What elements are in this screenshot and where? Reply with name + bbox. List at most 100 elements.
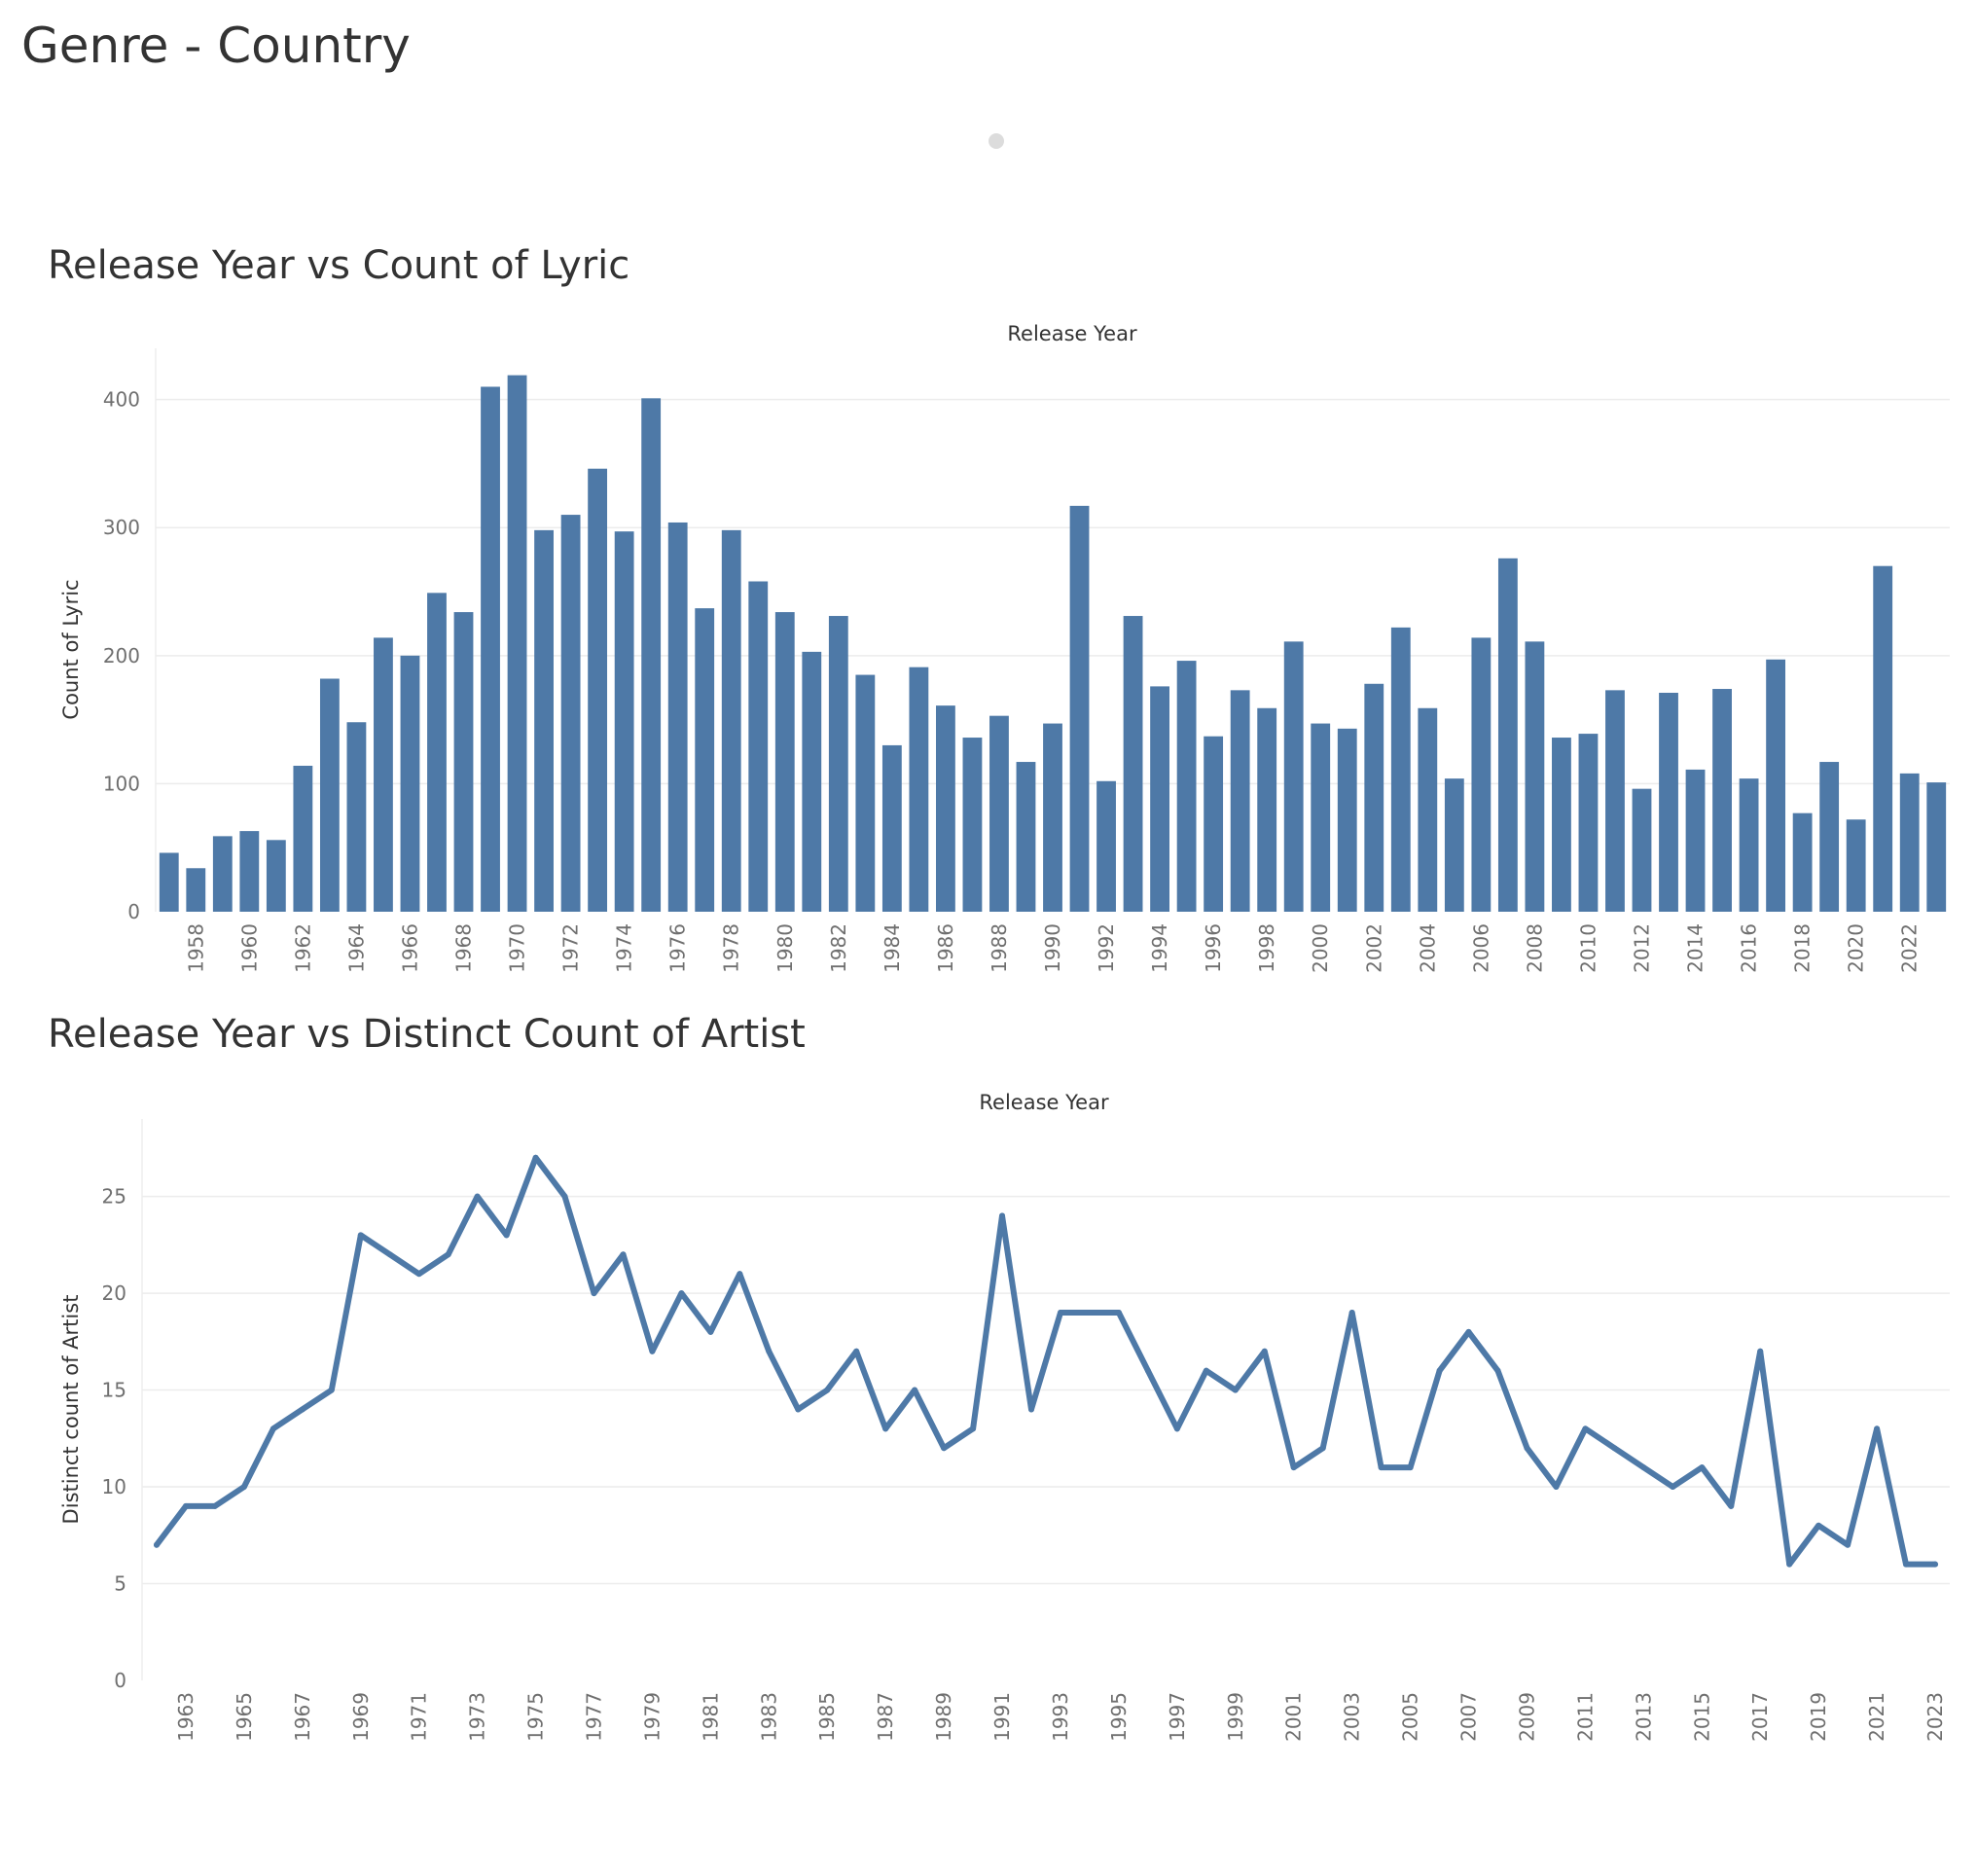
x-tick-label: 1992 — [1095, 923, 1118, 973]
bar[interactable] — [1632, 788, 1652, 912]
bar[interactable] — [588, 468, 608, 912]
bar[interactable] — [774, 612, 795, 912]
bar[interactable] — [855, 674, 876, 912]
bar[interactable] — [266, 840, 286, 912]
bar[interactable] — [400, 655, 420, 912]
x-tick-label: 1986 — [934, 923, 957, 973]
bar[interactable] — [293, 765, 313, 912]
x-tick-label: 2004 — [1416, 923, 1439, 973]
bar[interactable] — [1926, 782, 1947, 912]
x-tick-label: 2002 — [1362, 923, 1385, 973]
bar[interactable] — [802, 651, 822, 912]
bar[interactable] — [1739, 778, 1759, 912]
bar[interactable] — [534, 529, 554, 912]
bar[interactable] — [1257, 707, 1277, 912]
x-tick-label: 1958 — [184, 923, 207, 973]
bar[interactable] — [1283, 641, 1304, 912]
bar[interactable] — [1337, 728, 1357, 912]
bar[interactable] — [1605, 690, 1625, 912]
x-tick-label: 2022 — [1898, 923, 1922, 973]
bar[interactable] — [1525, 641, 1545, 912]
bar[interactable] — [1766, 659, 1786, 912]
x-tick-label: 1974 — [613, 923, 636, 973]
bar[interactable] — [667, 522, 688, 912]
bar[interactable] — [1792, 812, 1813, 912]
x-tick-label: 1978 — [720, 923, 743, 973]
bar[interactable] — [481, 386, 500, 912]
bar[interactable] — [1123, 616, 1143, 912]
dashboard-title: Genre - Country — [21, 18, 411, 74]
x-tick-label: 1962 — [291, 923, 314, 973]
bar[interactable] — [212, 836, 233, 912]
bar[interactable] — [453, 612, 474, 912]
bar[interactable] — [641, 398, 662, 913]
bar[interactable] — [1846, 819, 1866, 912]
x-tick-label: 1964 — [344, 923, 368, 973]
bar[interactable] — [1043, 723, 1062, 912]
x-tick-label: 1994 — [1148, 923, 1171, 973]
x-tick-label: 2006 — [1469, 923, 1492, 973]
x-tick-label: 2000 — [1309, 923, 1332, 973]
x-tick-label: 1976 — [666, 923, 690, 973]
x-tick-label: 2018 — [1791, 923, 1815, 973]
bar[interactable] — [1497, 558, 1518, 912]
bar[interactable] — [1444, 778, 1464, 912]
bar[interactable] — [560, 515, 581, 912]
x-tick-label: 1960 — [237, 923, 261, 973]
bar[interactable] — [989, 715, 1009, 912]
bar[interactable] — [159, 852, 179, 912]
x-tick-label: 1980 — [773, 923, 797, 973]
bar[interactable] — [1069, 505, 1090, 912]
bar[interactable] — [239, 831, 260, 912]
bar[interactable] — [1364, 683, 1384, 912]
bar[interactable] — [695, 608, 715, 912]
bar[interactable] — [1578, 734, 1599, 912]
bar[interactable] — [1685, 769, 1706, 912]
bar[interactable] — [427, 593, 447, 912]
bar[interactable] — [1204, 736, 1224, 912]
y-tick-label: 300 — [103, 516, 140, 539]
bar[interactable] — [614, 531, 634, 912]
x-tick-label: 1972 — [559, 923, 583, 973]
bar[interactable] — [1311, 723, 1331, 912]
bar[interactable] — [319, 678, 340, 912]
x-tick-label: 1966 — [398, 923, 421, 973]
x-tick-label: 1988 — [988, 923, 1011, 973]
bar[interactable] — [1150, 686, 1169, 912]
y-tick-label: 400 — [103, 388, 140, 412]
bar[interactable] — [1873, 565, 1893, 912]
x-tick-label: 2008 — [1523, 923, 1546, 973]
pagination-dot[interactable] — [988, 133, 1004, 149]
bar[interactable] — [1659, 692, 1678, 912]
bar[interactable] — [1712, 689, 1732, 912]
bar[interactable] — [374, 637, 393, 912]
y-tick-label: 200 — [103, 644, 140, 667]
bar[interactable] — [1471, 637, 1492, 912]
x-tick-label: 1968 — [452, 923, 476, 973]
bar[interactable] — [748, 581, 769, 912]
bar[interactable] — [721, 529, 741, 912]
bar[interactable] — [909, 667, 929, 912]
bar[interactable] — [1096, 780, 1116, 912]
x-tick-label: 2020 — [1845, 923, 1868, 973]
bar[interactable] — [1899, 773, 1920, 912]
bar[interactable] — [1016, 762, 1036, 912]
bar[interactable] — [828, 616, 848, 912]
bar[interactable] — [1552, 738, 1571, 912]
bar-chart-title: Release Year vs Count of Lyric — [48, 243, 630, 288]
bar[interactable] — [186, 868, 206, 912]
bar[interactable] — [881, 744, 902, 912]
bar[interactable] — [507, 375, 527, 912]
line-chart-title: Release Year vs Distinct Count of Artist — [48, 1012, 806, 1057]
bar[interactable] — [1176, 661, 1197, 912]
bar[interactable] — [1390, 627, 1411, 912]
bar[interactable] — [1819, 762, 1840, 912]
bar[interactable] — [1418, 707, 1438, 912]
x-tick-label: 1982 — [827, 923, 850, 973]
bar[interactable] — [346, 722, 367, 912]
bar[interactable] — [936, 705, 955, 912]
bar[interactable] — [962, 738, 983, 912]
bar[interactable] — [1230, 690, 1250, 912]
x-tick-label: 2012 — [1630, 923, 1653, 973]
